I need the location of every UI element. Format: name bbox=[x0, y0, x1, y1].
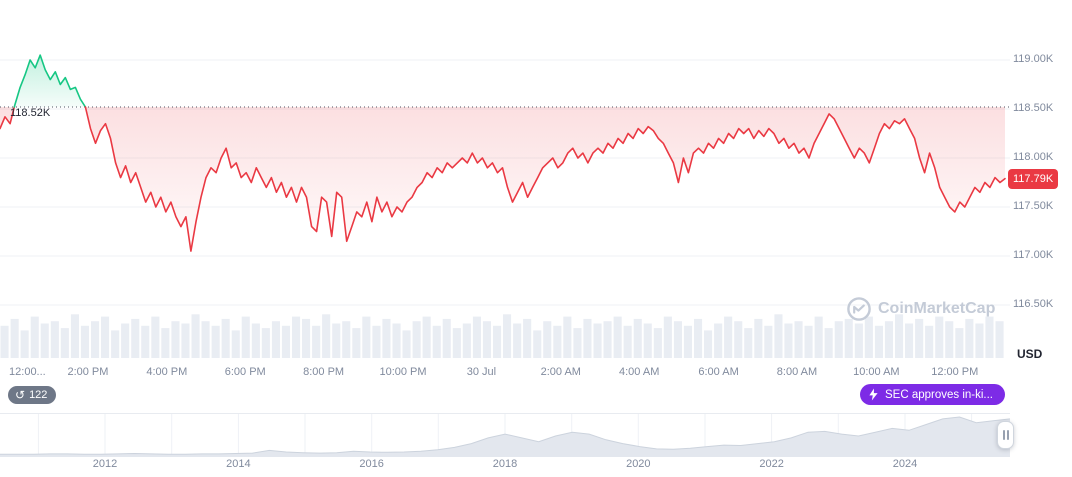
x-axis-label: 30 Jul bbox=[466, 366, 497, 378]
x-axis-label: 10:00 AM bbox=[853, 366, 900, 378]
coinmarketcap-logo-icon bbox=[847, 297, 871, 321]
history-icon: ↺ bbox=[15, 387, 26, 402]
x-axis-label: 2:00 AM bbox=[540, 366, 581, 378]
y-axis-label: 117.00K bbox=[1013, 249, 1054, 261]
axis-unit-label: USD bbox=[1017, 347, 1043, 361]
x-axis-label: 10:00 PM bbox=[379, 366, 427, 378]
navigator-year-label: 2014 bbox=[226, 458, 251, 470]
y-axis-label: 118.50K bbox=[1013, 102, 1054, 114]
y-axis-label: 118.00K bbox=[1013, 151, 1054, 163]
x-axis-label: 4:00 PM bbox=[146, 366, 188, 378]
y-axis-label: 117.50K bbox=[1013, 200, 1054, 212]
price-line-chart[interactable] bbox=[0, 0, 1010, 362]
x-axis-label: 12:00... bbox=[9, 366, 46, 378]
navigator-year-label: 2024 bbox=[892, 458, 918, 470]
lightning-icon bbox=[869, 388, 878, 401]
y-axis: 119.00K 118.50K 118.00K 117.50K 117.00K 116.5… bbox=[1013, 0, 1072, 362]
x-axis-label: 4:00 AM bbox=[618, 366, 660, 378]
navigator-resize-handle[interactable] bbox=[997, 421, 1014, 449]
navigator-year-label: 2020 bbox=[626, 458, 651, 470]
baseline-price-label: 118.52K bbox=[10, 107, 51, 119]
y-axis-label: 119.00K bbox=[1013, 53, 1054, 65]
navigator-year-axis: 2012 2014 2016 2018 2020 2022 2024 bbox=[0, 458, 1010, 474]
news-annotation-badge[interactable]: SEC approves in-ki... bbox=[859, 384, 1005, 405]
x-axis-label: 2:00 PM bbox=[67, 366, 109, 378]
navigator-year-label: 2012 bbox=[92, 458, 118, 470]
current-price-badge: 117.79K bbox=[1008, 168, 1059, 189]
x-axis-label: 8:00 AM bbox=[776, 366, 818, 378]
coinmarketcap-watermark: CoinMarketCap bbox=[846, 296, 995, 322]
timeline-navigator[interactable] bbox=[0, 413, 1010, 457]
navigator-year-label: 2022 bbox=[759, 458, 784, 470]
y-axis-label: 116.50K bbox=[1013, 298, 1054, 310]
x-axis-label: 6:00 PM bbox=[224, 366, 266, 378]
x-axis: 12:00... 2:00 PM 4:00 PM 6:00 PM 8:00 PM 10:0… bbox=[0, 366, 1010, 382]
x-axis-label: 12:00 PM bbox=[931, 366, 979, 378]
history-count: 122 bbox=[29, 389, 48, 401]
x-axis-label: 8:00 PM bbox=[303, 366, 345, 378]
x-axis-label: 6:00 AM bbox=[698, 366, 739, 378]
history-count-badge[interactable]: ↺ 122 bbox=[8, 386, 57, 404]
news-label: SEC approves in-ki... bbox=[884, 388, 993, 401]
navigator-year-label: 2016 bbox=[359, 458, 384, 470]
navigator-year-label: 2018 bbox=[492, 458, 518, 470]
watermark-text: CoinMarketCap bbox=[878, 300, 996, 317]
